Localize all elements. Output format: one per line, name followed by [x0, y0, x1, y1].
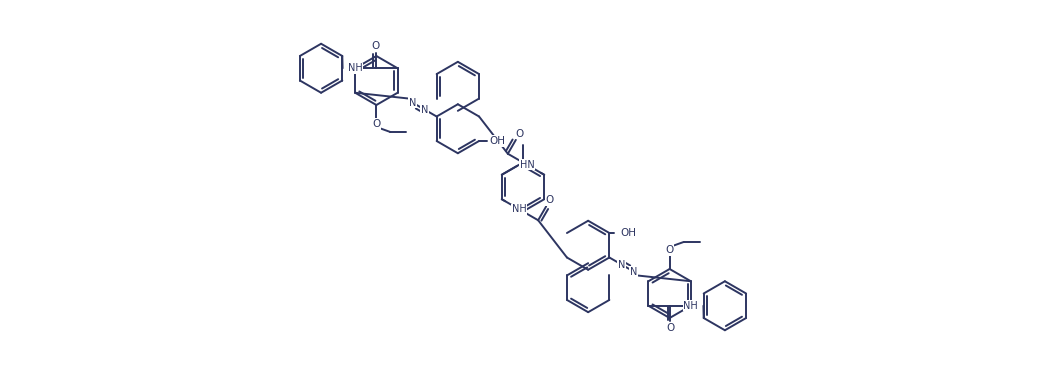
Text: NH: NH — [348, 63, 363, 73]
Text: N: N — [630, 267, 637, 276]
Text: HN: HN — [520, 160, 535, 170]
Text: O: O — [665, 245, 674, 255]
Text: N: N — [420, 104, 428, 115]
Text: NH: NH — [683, 301, 698, 311]
Text: N: N — [618, 260, 626, 269]
Text: OH: OH — [620, 228, 636, 238]
Text: O: O — [666, 323, 675, 333]
Text: N: N — [409, 98, 416, 108]
Text: O: O — [546, 195, 553, 205]
Text: O: O — [372, 119, 381, 129]
Text: O: O — [516, 129, 523, 139]
Text: OH: OH — [490, 136, 505, 146]
Text: O: O — [371, 41, 380, 51]
Text: NH: NH — [511, 204, 526, 214]
